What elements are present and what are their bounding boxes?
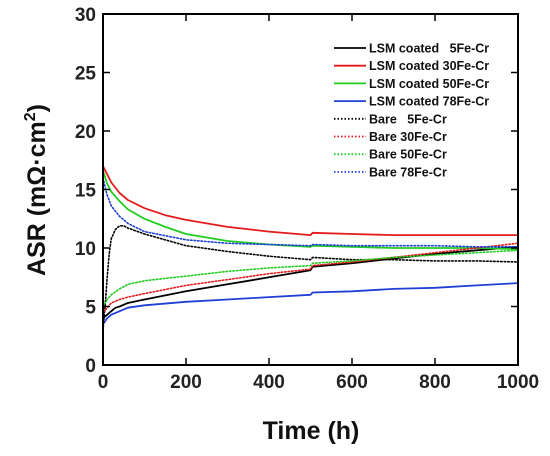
y-tick-label: 30 [75, 5, 96, 26]
x-tick-label: 200 [170, 372, 202, 393]
series-line-lsm-coated-50fe-cr [102, 169, 519, 251]
series-line-bare-50fe-cr [102, 249, 519, 308]
y-axis-title-superscript: 2 [22, 112, 39, 121]
x-tick-label: 1000 [497, 372, 539, 393]
x-tick-label: 400 [253, 372, 285, 393]
y-tick-label: 10 [75, 239, 96, 260]
y-tick-label: 25 [75, 64, 97, 85]
legend-label-lsm-coated-5fe-cr: LSM coated 5Fe-Cr [369, 42, 489, 56]
ticks-layer: 0 200 400 600 800 1000 0 5 10 15 20 25 30 [75, 5, 539, 393]
legend-label-bare-30fe-cr: Bare 30Fe-Cr [369, 130, 447, 144]
series-line-lsm-coated-5fe-cr [102, 245, 519, 320]
series-line-lsm-coated-30fe-cr [102, 165, 519, 237]
legend-label-bare-78fe-cr: Bare 78Fe-Cr [369, 165, 447, 179]
series-line-bare-30fe-cr [102, 242, 519, 314]
legend: LSM coated 5Fe-Cr LSM coated 30Fe-Cr LSM c… [334, 42, 489, 179]
y-axis-title: ASR (mΩ·cm2) [22, 104, 51, 276]
series-line-bare-5fe-cr [102, 225, 519, 331]
series-layer [102, 165, 519, 331]
legend-label-bare-5fe-cr: Bare 5Fe-Cr [369, 112, 447, 126]
legend-label-lsm-coated-50fe-cr: LSM coated 50Fe-Cr [369, 77, 489, 91]
series-line-bare-78fe-cr [102, 177, 519, 248]
series-line-lsm-coated-78fe-cr [102, 282, 519, 326]
x-tick-label: 600 [336, 372, 368, 393]
y-tick-label: 20 [75, 122, 96, 143]
legend-label-lsm-coated-30fe-cr: LSM coated 30Fe-Cr [369, 59, 489, 73]
y-tick-label: 5 [85, 298, 96, 319]
y-axis-title-main: ASR (mΩ·cm [23, 121, 51, 276]
legend-label-lsm-coated-78fe-cr: LSM coated 78Fe-Cr [369, 95, 489, 109]
y-tick-label: 0 [85, 356, 96, 377]
x-tick-label: 0 [98, 372, 109, 393]
x-tick-label: 800 [419, 372, 451, 393]
legend-label-bare-50fe-cr: Bare 50Fe-Cr [369, 148, 447, 162]
y-tick-label: 15 [75, 181, 97, 202]
y-axis-title-close: ) [23, 104, 51, 112]
x-axis-title: Time (h) [263, 417, 360, 445]
